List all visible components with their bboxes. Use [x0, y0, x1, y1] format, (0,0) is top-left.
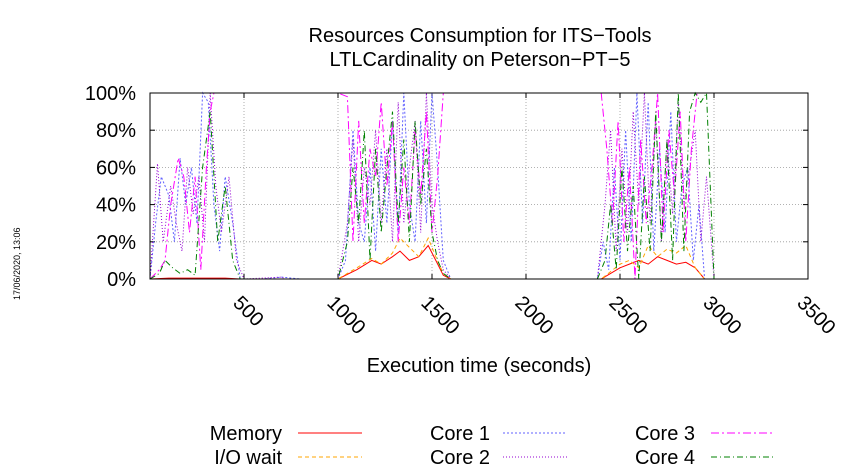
grid — [150, 93, 808, 279]
y-tick-label: 80% — [96, 120, 136, 142]
legend-label: Core 2 — [430, 447, 490, 469]
plot-frame — [149, 92, 809, 280]
y-tick-label: 20% — [96, 232, 136, 254]
y-tick-label: 0% — [107, 269, 136, 291]
y-tick-label: 60% — [96, 157, 136, 179]
legend-label: Memory — [210, 423, 282, 445]
chart-subtitle: LTLCardinality on Peterson−PT−5 — [330, 49, 631, 71]
timestamp: 17/06/2020, 13:06 — [12, 227, 22, 300]
legend-label: Core 4 — [635, 447, 695, 469]
x-tick-label: 3500 — [792, 292, 839, 339]
legend-label: I/O wait — [214, 447, 282, 469]
x-axis-label: Execution time (seconds) — [367, 355, 592, 377]
y-tick-label: 100% — [85, 83, 136, 105]
legend-label: Core 1 — [430, 423, 490, 445]
x-tick-label: 2000 — [510, 292, 557, 339]
x-tick-label: 1000 — [322, 292, 369, 339]
x-tick-label: 1500 — [416, 292, 463, 339]
series-core-4 — [149, 91, 808, 280]
x-tick-label: 3000 — [698, 292, 745, 339]
series-memory — [149, 244, 808, 280]
series-core-3 — [149, 92, 808, 280]
chart-title: Resources Consumption for ITS−Tools — [309, 25, 652, 47]
plot-lines — [149, 91, 808, 280]
x-tick-label: 2500 — [604, 292, 651, 339]
series-core-1 — [149, 91, 808, 280]
y-tick-label: 40% — [96, 195, 136, 217]
series-core-2 — [149, 92, 808, 280]
legend-label: Core 3 — [635, 423, 695, 445]
series-i-o-wait — [150, 236, 808, 280]
x-tick-label: 500 — [228, 292, 267, 331]
